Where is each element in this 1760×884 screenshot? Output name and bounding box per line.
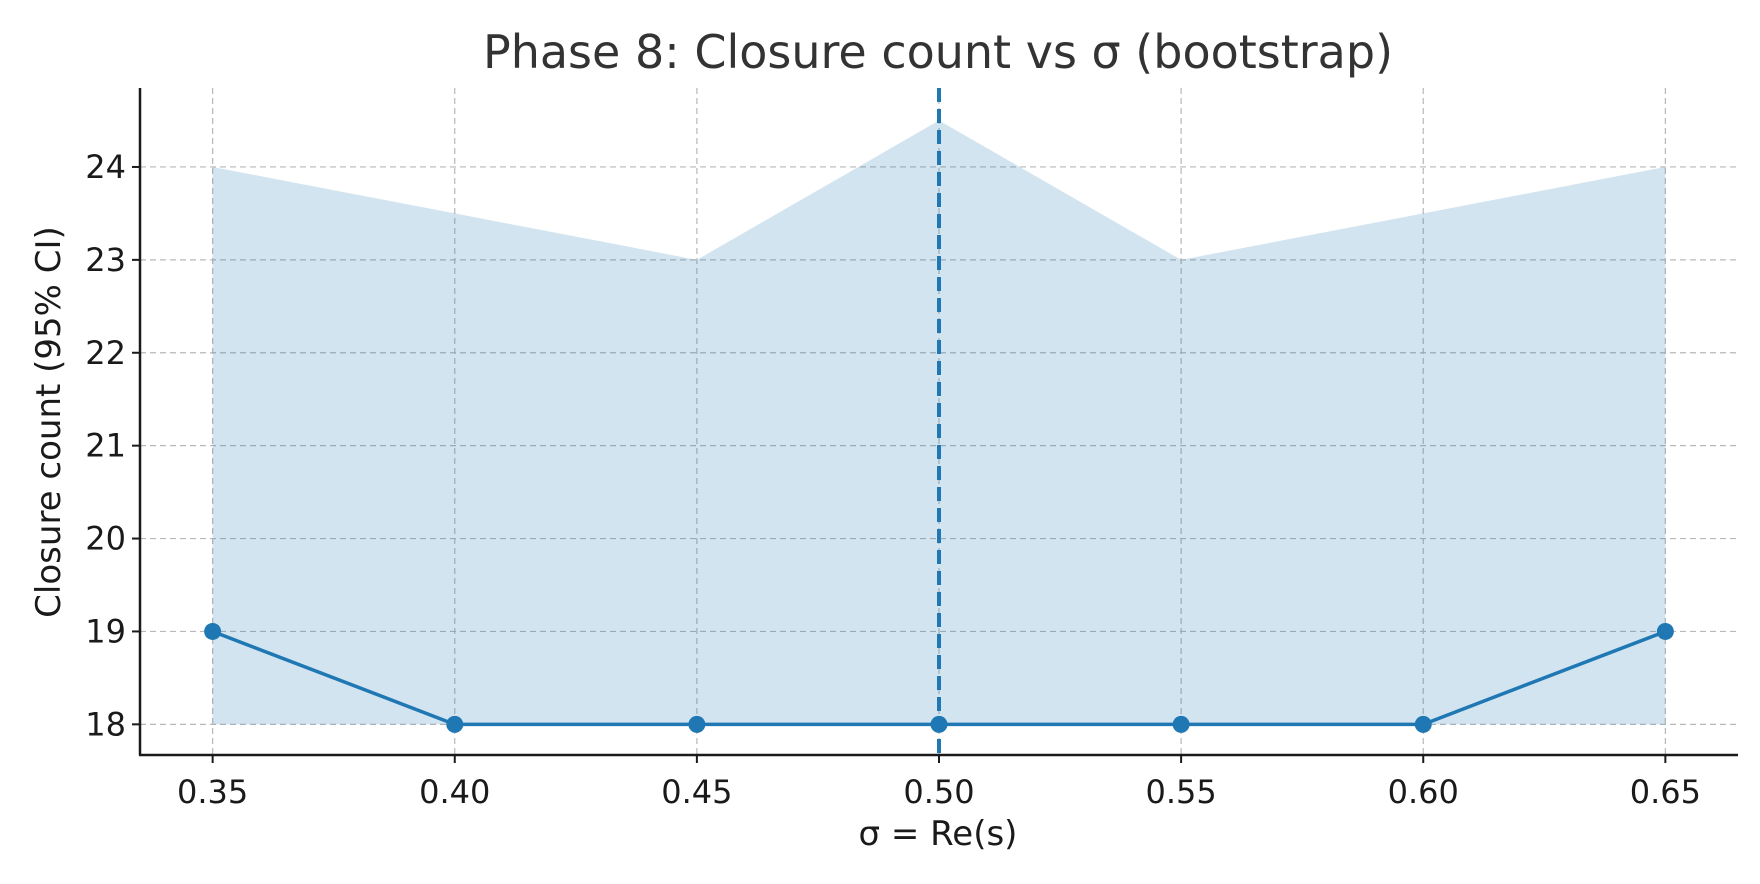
confidence-band-layer <box>212 120 1666 725</box>
x-axis-ticks: 0.35 0.40 0.45 0.50 0.55 0.60 0.65 <box>177 755 1701 811</box>
y-tick-label: 20 <box>85 520 126 558</box>
data-point <box>204 622 222 640</box>
x-tick-label: 0.55 <box>1145 773 1216 811</box>
y-tick-label: 22 <box>85 334 126 372</box>
chart-title: Phase 8: Closure count vs σ (bootstrap) <box>483 25 1393 79</box>
y-tick-label: 19 <box>85 612 126 650</box>
data-point <box>930 715 948 733</box>
data-point <box>1656 622 1674 640</box>
confidence-band <box>212 120 1666 725</box>
y-axis-ticks: 18 19 20 21 22 23 24 <box>85 148 140 743</box>
x-tick-label: 0.50 <box>903 773 974 811</box>
x-axis-label: σ = Re(s) <box>859 814 1018 854</box>
y-tick-label: 23 <box>85 241 126 279</box>
x-tick-label: 0.35 <box>177 773 248 811</box>
y-tick-label: 18 <box>85 705 126 743</box>
y-axis-label: Closure count (95% CI) <box>29 226 69 618</box>
grid <box>140 88 1738 755</box>
x-tick-label: 0.40 <box>419 773 490 811</box>
data-point <box>1414 715 1432 733</box>
y-tick-label: 24 <box>85 148 126 186</box>
x-tick-label: 0.45 <box>661 773 732 811</box>
data-point <box>1172 715 1190 733</box>
y-tick-label: 21 <box>85 427 126 465</box>
x-tick-label: 0.65 <box>1630 773 1701 811</box>
series-layer <box>204 622 1674 733</box>
data-point <box>446 715 464 733</box>
x-tick-label: 0.60 <box>1388 773 1459 811</box>
data-point <box>688 715 706 733</box>
